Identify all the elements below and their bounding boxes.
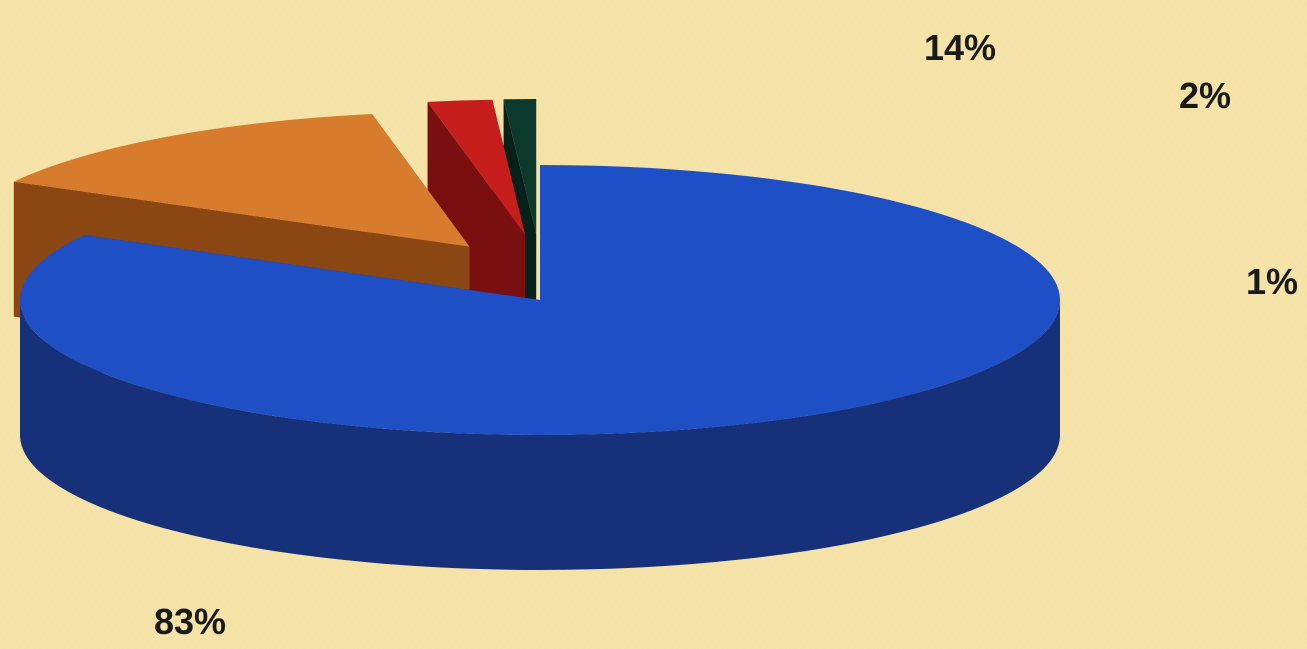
pie-slice-0-top <box>19 165 1061 436</box>
slice-label-0: 83% <box>154 601 226 642</box>
pie-slice-1-top <box>13 113 470 247</box>
pie-slice-3-top <box>503 99 537 235</box>
pie-slice-2-top <box>427 99 525 235</box>
slice-label-1: 14% <box>924 27 996 68</box>
slice-label-3: 1% <box>1246 261 1298 302</box>
pie-slice-0 <box>19 165 1061 570</box>
slice-label-2: 2% <box>1179 75 1231 116</box>
